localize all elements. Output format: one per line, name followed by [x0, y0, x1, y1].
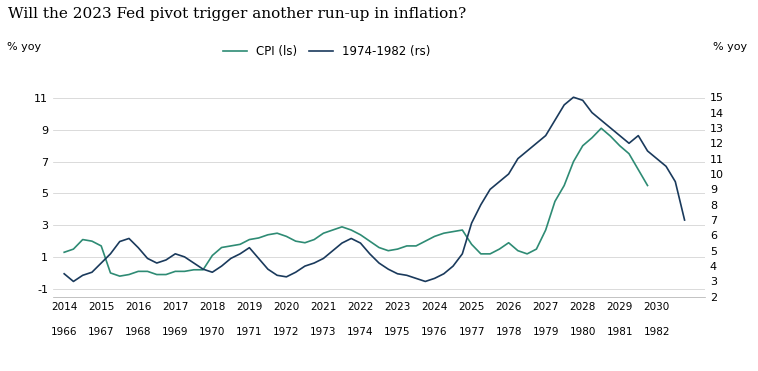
1974-1982 (rs) [634, 134, 643, 138]
CPI (ls) [440, 231, 449, 236]
CPI (ls) [393, 247, 402, 251]
1974-1982 (rs) [625, 141, 634, 145]
1974-1982 (rs) [60, 272, 69, 276]
CPI (ls) [115, 274, 124, 278]
CPI (ls) [597, 126, 606, 131]
1974-1982 (rs) [513, 157, 522, 161]
Line: CPI (ls): CPI (ls) [64, 128, 647, 276]
CPI (ls) [143, 269, 152, 273]
1974-1982 (rs) [559, 103, 568, 107]
1974-1982 (rs) [643, 149, 652, 153]
CPI (ls) [643, 183, 652, 188]
Legend: CPI (ls), 1974-1982 (rs): CPI (ls), 1974-1982 (rs) [218, 40, 435, 62]
CPI (ls) [356, 233, 365, 237]
1974-1982 (rs) [569, 95, 578, 99]
CPI (ls) [449, 229, 458, 234]
Text: % yoy: % yoy [8, 42, 42, 52]
Text: % yoy: % yoy [713, 42, 747, 52]
1974-1982 (rs) [680, 218, 689, 222]
1974-1982 (rs) [486, 187, 495, 191]
Text: Will the 2023 Fed pivot trigger another run-up in inflation?: Will the 2023 Fed pivot trigger another … [8, 7, 466, 22]
1974-1982 (rs) [69, 279, 78, 284]
CPI (ls) [60, 250, 69, 255]
CPI (ls) [309, 237, 318, 242]
Line: 1974-1982 (rs): 1974-1982 (rs) [64, 97, 684, 282]
